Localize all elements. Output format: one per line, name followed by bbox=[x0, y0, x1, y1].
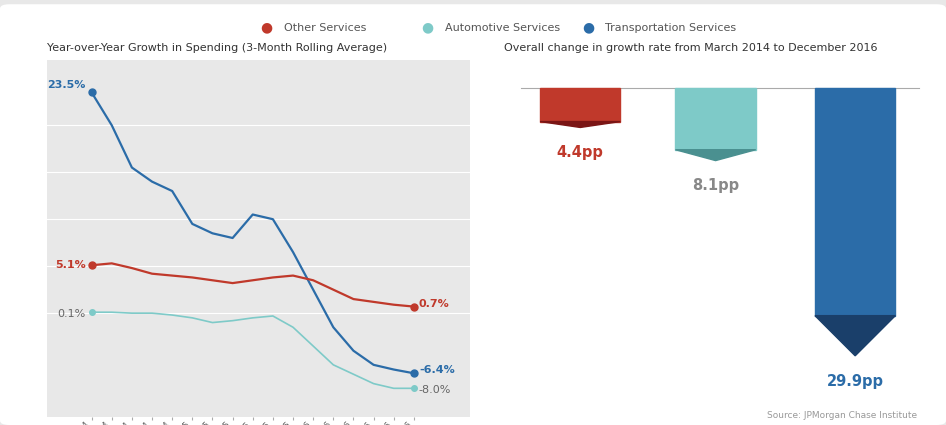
Text: ●: ● bbox=[421, 21, 433, 34]
Text: ●: ● bbox=[582, 21, 594, 34]
Text: Automotive Services: Automotive Services bbox=[445, 23, 560, 33]
Text: Year-over-Year Growth in Spending (3-Month Rolling Average): Year-over-Year Growth in Spending (3-Mon… bbox=[47, 43, 388, 53]
Text: 29.9pp: 29.9pp bbox=[827, 374, 884, 388]
Text: 0.1%: 0.1% bbox=[58, 309, 85, 319]
Text: -8.0%: -8.0% bbox=[419, 385, 451, 395]
Polygon shape bbox=[675, 150, 756, 161]
Text: 23.5%: 23.5% bbox=[47, 79, 85, 90]
Text: 0.7%: 0.7% bbox=[419, 299, 449, 309]
Text: Other Services: Other Services bbox=[284, 23, 366, 33]
Text: ●: ● bbox=[260, 21, 272, 34]
Bar bbox=[675, 88, 756, 150]
Polygon shape bbox=[540, 122, 621, 127]
Text: Overall change in growth rate from March 2014 to December 2016: Overall change in growth rate from March… bbox=[504, 43, 878, 53]
Bar bbox=[540, 88, 621, 122]
Text: Transportation Services: Transportation Services bbox=[605, 23, 737, 33]
Text: 4.4pp: 4.4pp bbox=[557, 145, 604, 160]
Text: 5.1%: 5.1% bbox=[55, 260, 85, 270]
Polygon shape bbox=[815, 316, 895, 356]
Text: 8.1pp: 8.1pp bbox=[692, 178, 739, 193]
Text: -6.4%: -6.4% bbox=[419, 366, 455, 375]
Bar bbox=[815, 88, 895, 316]
Text: Source: JPMorgan Chase Institute: Source: JPMorgan Chase Institute bbox=[767, 411, 918, 420]
